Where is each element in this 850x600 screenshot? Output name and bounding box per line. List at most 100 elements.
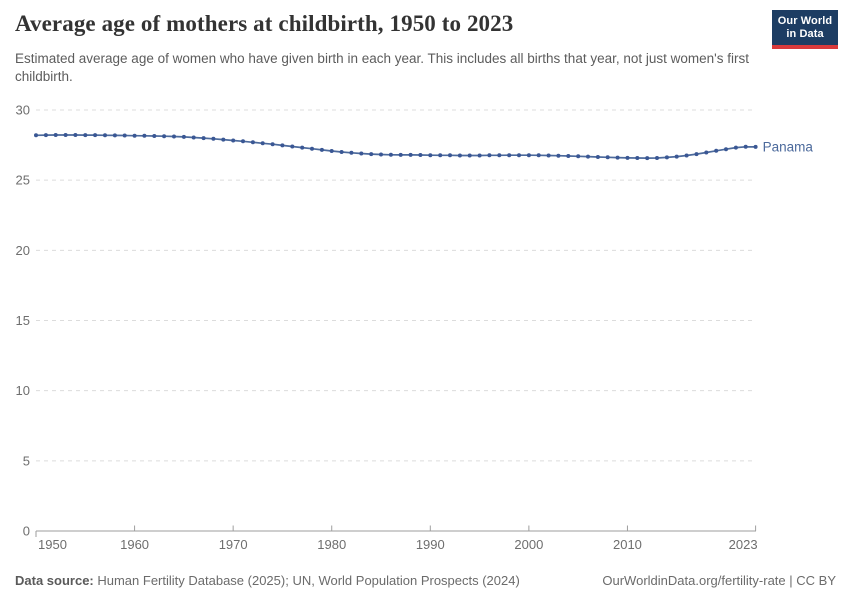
data-point[interactable] (300, 145, 305, 150)
data-point[interactable] (556, 153, 561, 158)
x-axis-tick-label: 2023 (729, 537, 758, 552)
data-point[interactable] (132, 133, 137, 138)
data-point[interactable] (191, 135, 196, 140)
data-point[interactable] (221, 137, 226, 142)
x-axis-tick-label: 1990 (416, 537, 445, 552)
data-point[interactable] (270, 142, 275, 147)
data-point[interactable] (63, 133, 68, 137)
x-axis-tick-label: 1980 (317, 537, 346, 552)
data-point[interactable] (142, 133, 147, 138)
data-point[interactable] (645, 156, 650, 161)
owid-logo-line2: in Data (786, 28, 824, 40)
data-point[interactable] (674, 154, 679, 159)
y-axis-tick-label: 20 (16, 243, 30, 258)
data-point[interactable] (635, 156, 640, 160)
data-source-note: Data source: Human Fertility Database (2… (15, 573, 520, 588)
x-axis-tick-label: 1960 (120, 537, 149, 552)
data-point[interactable] (359, 151, 364, 156)
data-point[interactable] (250, 140, 255, 145)
data-point[interactable] (34, 133, 38, 138)
data-point[interactable] (753, 144, 758, 149)
data-point[interactable] (428, 153, 433, 158)
data-point[interactable] (379, 152, 383, 157)
y-axis-tick-label: 25 (16, 173, 30, 188)
data-point[interactable] (329, 149, 334, 153)
data-point[interactable] (280, 143, 285, 148)
data-point[interactable] (231, 138, 236, 143)
data-point[interactable] (418, 153, 423, 157)
data-point[interactable] (112, 133, 117, 138)
data-point[interactable] (477, 153, 482, 158)
y-axis-tick-label: 5 (23, 453, 30, 468)
data-point[interactable] (724, 147, 728, 152)
data-point[interactable] (152, 134, 157, 138)
data-point[interactable] (497, 153, 502, 158)
data-point[interactable] (369, 152, 374, 157)
footer-right: OurWorldinData.org/fertility-rate | CC B… (602, 573, 836, 588)
chart-footer: Data source: Human Fertility Database (2… (15, 573, 836, 588)
data-point[interactable] (615, 155, 620, 160)
data-point[interactable] (53, 133, 58, 137)
data-point[interactable] (586, 154, 590, 159)
data-point[interactable] (576, 154, 581, 159)
owid-url-link[interactable]: OurWorldinData.org/fertility-rate (602, 573, 786, 588)
data-point[interactable] (595, 155, 600, 159)
data-point[interactable] (714, 148, 719, 153)
data-point[interactable] (43, 133, 48, 138)
entity-label-panama[interactable]: Panama (763, 139, 814, 154)
data-point[interactable] (704, 150, 709, 155)
data-point[interactable] (83, 133, 88, 138)
trend-line[interactable] (35, 134, 757, 159)
license-text: | CC BY (785, 573, 836, 588)
data-point[interactable] (684, 153, 689, 158)
data-point[interactable] (408, 152, 413, 157)
data-point[interactable] (625, 155, 630, 160)
data-point[interactable] (211, 136, 216, 141)
page-title: Average age of mothers at childbirth, 19… (15, 11, 514, 36)
data-point[interactable] (733, 145, 738, 150)
data-point[interactable] (310, 146, 314, 151)
chart-subtitle: Estimated average age of women who have … (15, 51, 749, 84)
data-point[interactable] (398, 152, 403, 157)
data-point[interactable] (694, 152, 699, 157)
data-point[interactable] (655, 156, 659, 160)
data-point[interactable] (388, 152, 393, 157)
data-point[interactable] (122, 133, 127, 138)
owid-logo[interactable]: Our World in Data (772, 10, 838, 49)
data-point[interactable] (507, 153, 512, 158)
data-point[interactable] (487, 153, 492, 158)
data-point[interactable] (743, 144, 748, 149)
data-point[interactable] (201, 136, 206, 141)
data-point[interactable] (339, 150, 344, 154)
data-point[interactable] (546, 153, 551, 158)
y-axis-tick-label: 15 (16, 313, 30, 328)
x-axis-tick-label: 1950 (38, 537, 67, 552)
data-point[interactable] (162, 134, 167, 139)
owid-logo-line1: Our World (777, 15, 833, 27)
data-point[interactable] (290, 144, 295, 149)
data-source-text: Human Fertility Database (2025); UN, Wor… (93, 573, 520, 588)
data-point[interactable] (536, 153, 541, 158)
data-point[interactable] (349, 150, 354, 155)
data-point[interactable] (526, 153, 531, 158)
y-axis-tick-label: 0 (23, 524, 30, 539)
data-point[interactable] (260, 141, 265, 146)
data-point[interactable] (467, 153, 472, 158)
data-point[interactable] (517, 153, 521, 158)
data-point[interactable] (438, 153, 443, 158)
data-point[interactable] (93, 133, 98, 138)
data-point[interactable] (448, 153, 452, 158)
data-point[interactable] (241, 139, 245, 144)
data-point[interactable] (73, 133, 78, 137)
data-point[interactable] (172, 134, 176, 139)
data-point[interactable] (103, 133, 107, 138)
data-point[interactable] (664, 155, 669, 160)
data-point[interactable] (457, 153, 462, 158)
data-point[interactable] (319, 147, 324, 152)
data-point[interactable] (605, 155, 610, 160)
data-point[interactable] (181, 134, 186, 139)
data-point[interactable] (566, 154, 571, 158)
y-axis-tick-label: 30 (16, 103, 30, 118)
